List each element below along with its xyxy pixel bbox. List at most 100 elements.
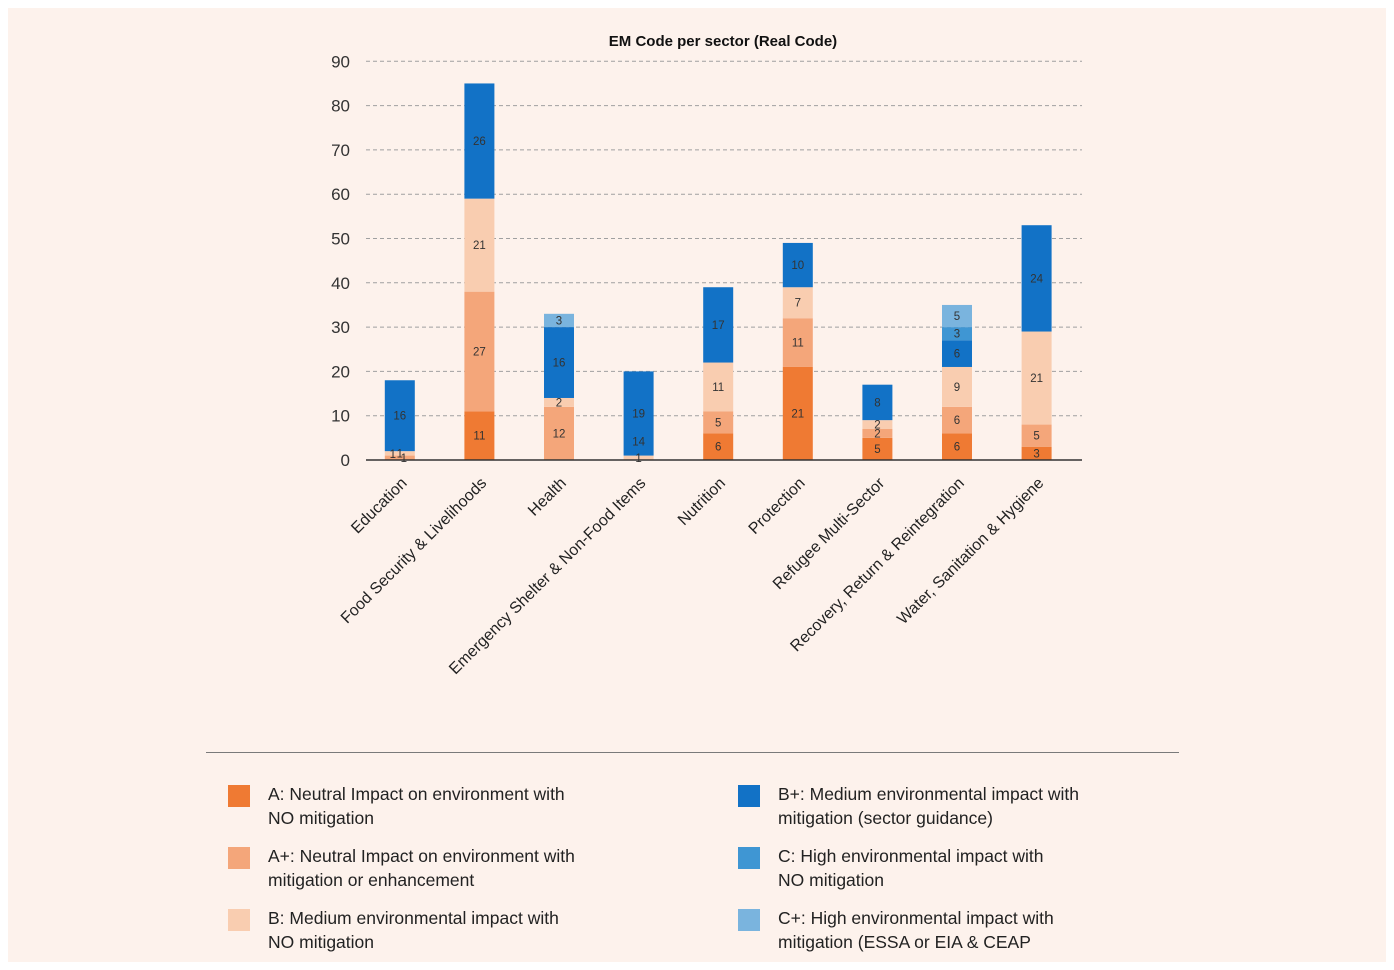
legend-label-c-plus: C+: High environmental impact with mitiga…: [778, 908, 1054, 952]
bar-segment: [862, 437, 893, 460]
data-label: 14: [632, 437, 645, 449]
legend-divider: [206, 752, 1179, 753]
x-tick-label: Nutrition: [675, 475, 729, 529]
legend-swatch-b-plus: [738, 785, 760, 807]
chart-title: EM Code per sector (Real Code): [609, 33, 837, 50]
data-label: 1: [401, 453, 407, 465]
data-label: 17: [712, 320, 725, 332]
legend-swatch-b: [228, 909, 250, 931]
bar-segment: [544, 327, 574, 398]
bar-segment: [782, 366, 813, 460]
y-tick-label: 40: [331, 274, 350, 293]
data-label: 11: [473, 431, 485, 443]
legend-label-a-plus: A+: Neutral Impact on environment with mi…: [268, 846, 575, 890]
bar-segment: [623, 371, 654, 456]
data-label: 6: [954, 442, 960, 454]
stacked-bar-chart: EM Code per sector (Real Code) 0 10 20 30 40…: [331, 33, 1082, 678]
bar-segment: [703, 411, 734, 434]
bar-segment: [1021, 331, 1052, 425]
y-axis-ticks: 0 10 20 30 40 50 60 70 80 90: [331, 52, 350, 470]
data-label: 9: [954, 382, 960, 394]
bar-segment: [782, 242, 813, 288]
x-tick-label: Education: [348, 475, 410, 537]
data-label: 2: [874, 428, 880, 440]
data-label: 5: [715, 417, 721, 429]
bar-segment: [1021, 446, 1052, 460]
bar-segment: [862, 384, 893, 421]
data-label: 11: [712, 382, 724, 394]
bar-segment: [1021, 424, 1052, 447]
y-tick-label: 50: [331, 230, 350, 249]
bar-segment: [942, 340, 972, 367]
bar-segment: [384, 380, 415, 452]
bar-segment: [942, 327, 972, 341]
x-tick-label: Health: [525, 475, 570, 520]
bar-segment: [544, 406, 574, 460]
data-label: 11: [792, 338, 804, 350]
data-label: 7: [795, 298, 801, 310]
bar-segment: [703, 287, 734, 363]
bar-segment: [384, 455, 415, 460]
data-label: 3: [556, 315, 562, 327]
data-label: 16: [393, 411, 406, 423]
legend-label-a: A: Neutral Impact on environment with NO …: [268, 784, 565, 828]
data-label: 5: [874, 444, 880, 456]
legend-swatch-a: [228, 785, 250, 807]
legend-label-b-plus: B+: Medium environmental impact with miti…: [778, 784, 1080, 828]
data-label: 19: [632, 408, 645, 420]
y-tick-label: 90: [331, 52, 350, 71]
legend-swatch-c-plus: [738, 909, 760, 931]
data-label: 1: [397, 449, 403, 461]
data-label: 1: [390, 449, 396, 461]
bar-segment: [1021, 225, 1052, 332]
data-label: 21: [1030, 373, 1043, 385]
data-label: 16: [553, 358, 566, 370]
y-tick-label: 60: [331, 185, 350, 204]
y-tick-label: 30: [331, 318, 350, 337]
bar-segment: [862, 428, 893, 438]
data-label: 6: [954, 349, 960, 361]
legend-swatch-c: [738, 847, 760, 869]
bar-segment: [942, 366, 972, 407]
bar-segment: [703, 362, 734, 412]
bar-segment: [464, 198, 495, 292]
data-label: 21: [473, 240, 486, 252]
data-label: 3: [954, 329, 960, 341]
bar-segment: [862, 420, 893, 429]
data-label: 27: [473, 346, 486, 358]
bar-segment: [782, 318, 813, 367]
bar-segment: [544, 313, 574, 328]
bar-segment: [623, 455, 654, 460]
data-label: 6: [715, 442, 721, 454]
bar-segment: [942, 406, 972, 434]
legend-label-b: B: Medium environmental impact with NO mi…: [268, 908, 559, 952]
data-label: 3: [1033, 448, 1039, 460]
x-tick-label: Water, Sanitation & Hygiene: [894, 475, 1047, 628]
data-label: 5: [954, 311, 960, 323]
y-tick-label: 10: [331, 407, 350, 426]
x-tick-label: Food Security & Livelihoods: [338, 475, 490, 627]
y-tick-label: 80: [331, 97, 350, 116]
bar-segment: [942, 433, 972, 460]
data-label: 24: [1030, 273, 1043, 285]
data-label: 26: [473, 136, 486, 148]
data-label: 6: [954, 415, 960, 427]
bar-segment: [464, 411, 495, 460]
data-label: 12: [553, 428, 566, 440]
bar-segment: [782, 287, 813, 319]
data-label: 1: [635, 453, 641, 465]
legend-label-c: C: High environmental impact with NO miti…: [778, 846, 1044, 890]
bar-segment: [544, 397, 574, 407]
data-label: 8: [874, 397, 880, 409]
data-label: 5: [1033, 431, 1039, 443]
data-label: 2: [556, 397, 562, 409]
x-tick-label: Protection: [746, 475, 809, 538]
bar-segment: [942, 304, 972, 328]
bar-segment: [703, 433, 734, 460]
x-tick-label: Recovery, Return & Reintegration: [787, 475, 967, 655]
y-tick-label: 20: [331, 362, 350, 381]
data-label: 21: [791, 408, 804, 420]
bar-segment: [464, 83, 495, 199]
